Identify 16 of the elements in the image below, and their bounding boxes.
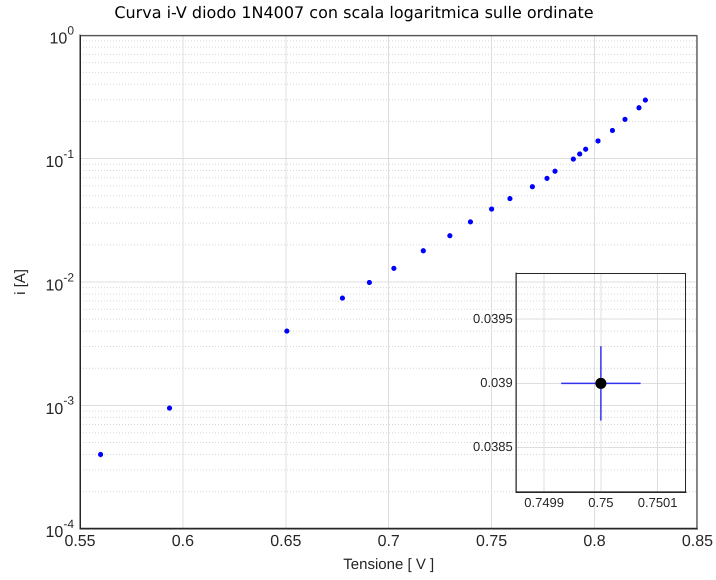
x-tick-label: 0.6 — [172, 532, 194, 550]
x-tick-label: 0.7499 — [524, 494, 564, 510]
x-tick-label: 0.8 — [583, 532, 606, 550]
x-tick-label: 0.75 — [476, 532, 508, 550]
x-axis-title: Tensione [ V ] — [343, 556, 434, 574]
x-tick-label: 0.85 — [682, 532, 714, 550]
x-tick-label: 0.7 — [378, 532, 400, 550]
x-tick-label: 0.55 — [64, 532, 96, 550]
y-tick-label: 0.0385 — [472, 439, 513, 454]
x-tick-label: 0.75 — [588, 494, 614, 510]
x-tick-label: 0.7501 — [638, 494, 678, 510]
y-axis-title: i [A] — [12, 269, 30, 295]
x-tick-label: 0.65 — [270, 532, 302, 550]
chart-title: Curva i-V diodo 1N4007 con scala logaritmica sulle ordinate — [114, 2, 594, 22]
y-tick-label: 0.0395 — [472, 310, 513, 326]
y-tick-label: 0.039 — [480, 374, 513, 390]
